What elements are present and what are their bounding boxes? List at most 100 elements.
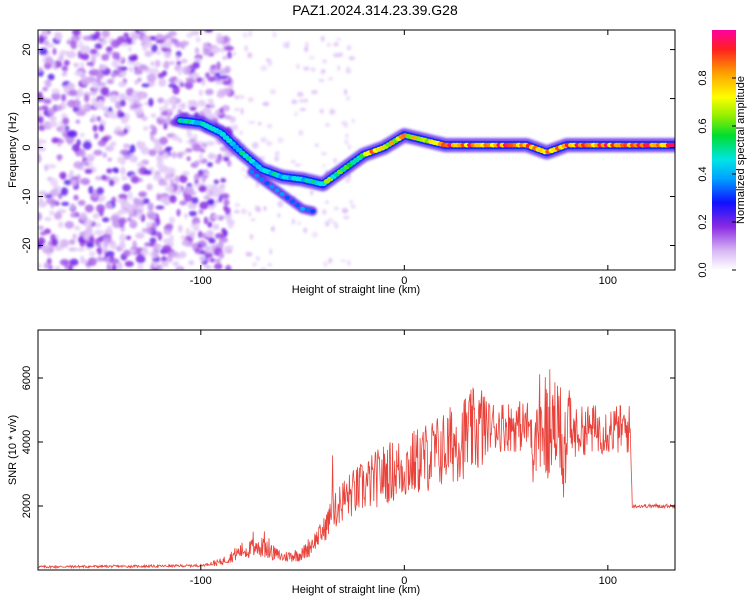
noise-speck xyxy=(214,233,224,239)
noise-speck xyxy=(107,157,113,162)
noise-speck xyxy=(159,115,165,120)
noise-speck xyxy=(101,246,109,251)
ridge-blob xyxy=(310,209,316,214)
noise-speck xyxy=(69,169,74,177)
noise-speck xyxy=(189,230,196,238)
noise-speck xyxy=(304,98,308,104)
noise-speck xyxy=(129,248,136,254)
noise-speck xyxy=(162,244,172,252)
noise-speck xyxy=(333,157,338,164)
noise-speck xyxy=(57,154,62,162)
noise-speck xyxy=(162,152,170,160)
noise-speck xyxy=(44,216,52,222)
noise-speck xyxy=(138,64,149,71)
noise-speck xyxy=(305,41,309,48)
noise-speck xyxy=(151,44,158,53)
ridge-blob xyxy=(269,184,275,189)
noise-speck xyxy=(186,132,193,139)
noise-speck xyxy=(102,152,107,158)
noise-speck xyxy=(38,106,44,111)
noise-speck xyxy=(138,141,146,148)
noise-speck xyxy=(347,143,352,151)
noise-speck xyxy=(188,260,195,266)
colorbar-tick-label: 0.6 xyxy=(697,118,709,133)
noise-speck xyxy=(252,262,257,267)
ridge-blob xyxy=(289,199,295,204)
noise-speck xyxy=(118,209,125,215)
noise-speck xyxy=(199,152,203,162)
noise-speck xyxy=(106,263,112,270)
noise-speck xyxy=(141,115,148,122)
noise-speck xyxy=(299,107,307,112)
noise-speck xyxy=(106,51,112,56)
noise-speck xyxy=(351,118,356,124)
noise-speck xyxy=(38,212,43,221)
noise-speck xyxy=(92,212,100,220)
noise-speck xyxy=(94,222,102,228)
noise-speck xyxy=(96,256,105,262)
noise-speck xyxy=(96,116,101,122)
noise-speck xyxy=(205,72,210,79)
noise-speck xyxy=(176,151,184,159)
noise-speck xyxy=(73,194,79,201)
noise-speck xyxy=(47,264,53,270)
noise-speck xyxy=(206,162,213,168)
noise-speck xyxy=(225,264,232,270)
noise-speck xyxy=(96,187,105,195)
noise-speck xyxy=(345,134,349,138)
noise-speck xyxy=(346,66,350,71)
noise-speck xyxy=(171,151,177,159)
noise-speck xyxy=(196,77,203,83)
noise-speck xyxy=(296,63,300,70)
noise-speck xyxy=(63,179,73,186)
noise-speck xyxy=(215,258,221,264)
noise-speck xyxy=(43,98,52,105)
noise-speck xyxy=(138,30,149,33)
noise-speck xyxy=(109,258,120,265)
noise-speck xyxy=(240,208,247,215)
noise-speck xyxy=(118,93,127,102)
noise-speck xyxy=(125,36,133,43)
noise-speck xyxy=(174,175,180,183)
noise-speck xyxy=(132,209,138,218)
noise-speck xyxy=(214,158,222,165)
noise-speck xyxy=(218,251,225,259)
noise-speck xyxy=(80,148,86,158)
noise-speck xyxy=(233,51,237,56)
noise-speck xyxy=(45,79,52,88)
noise-speck xyxy=(88,185,94,195)
noise-speck xyxy=(119,71,127,77)
noise-speck xyxy=(61,71,68,77)
noise-speck xyxy=(333,220,337,227)
noise-speck xyxy=(234,94,240,100)
noise-speck xyxy=(110,242,117,250)
noise-speck xyxy=(211,46,221,55)
noise-speck xyxy=(38,111,42,117)
noise-speck xyxy=(291,99,298,105)
colorbar-tick-label: 0.2 xyxy=(697,214,709,229)
noise-speck xyxy=(221,104,230,112)
noise-speck xyxy=(186,156,191,162)
noise-speck xyxy=(62,117,70,125)
noise-speck xyxy=(74,98,80,108)
noise-speck xyxy=(223,199,230,206)
noise-speck xyxy=(298,99,305,103)
noise-speck xyxy=(178,224,183,233)
noise-speck xyxy=(72,106,80,113)
noise-speck xyxy=(260,137,268,143)
noise-speck xyxy=(169,216,176,224)
noise-speck xyxy=(291,218,296,225)
noise-speck xyxy=(51,92,61,101)
noise-speck xyxy=(80,177,91,186)
ridge-blob xyxy=(300,206,306,211)
noise-speck xyxy=(207,98,213,104)
noise-speck xyxy=(205,188,210,197)
noise-speck xyxy=(93,149,103,156)
noise-speck xyxy=(179,251,187,259)
snr-panel: -100 0 100 2000 4000 6000 Height of straight … xyxy=(7,329,676,596)
noise-speck xyxy=(325,200,329,205)
noise-speck xyxy=(117,156,127,164)
noise-speck xyxy=(248,211,252,217)
noise-speck xyxy=(117,65,122,75)
noise-speck xyxy=(171,135,180,141)
